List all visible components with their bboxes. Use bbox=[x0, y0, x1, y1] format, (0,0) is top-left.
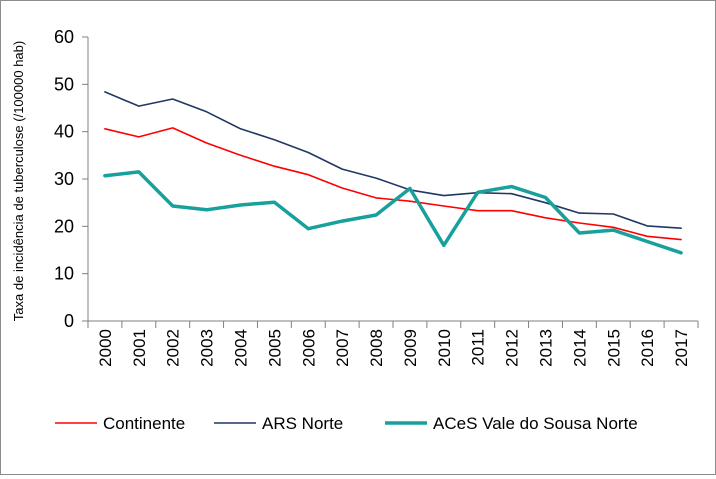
x-tick-label: 2017 bbox=[672, 329, 691, 367]
x-tick-label: 2011 bbox=[469, 329, 488, 366]
x-tick-label: 2001 bbox=[130, 329, 149, 367]
x-tick-label: 2016 bbox=[638, 329, 657, 367]
legend: Continente ARS Norte ACeS Vale do Sousa No… bbox=[55, 414, 638, 433]
x-tick-label: 2006 bbox=[299, 329, 318, 367]
x-tick-label: 2012 bbox=[503, 329, 522, 367]
y-tick-label: 0 bbox=[64, 311, 74, 331]
axes: 0 10 20 30 40 50 60 2000 2001 2002 2003 2004 2005 200… bbox=[54, 27, 699, 367]
y-tick-label: 30 bbox=[54, 169, 74, 189]
y-tick-label: 40 bbox=[54, 122, 74, 142]
y-tick-label: 20 bbox=[54, 216, 74, 236]
y-axis-label: Taxa de incidência de tuberculose (/1000… bbox=[11, 41, 26, 321]
series-line-ars-norte bbox=[104, 91, 682, 229]
x-tick-label: 2005 bbox=[265, 329, 284, 367]
x-tick-label: 2008 bbox=[367, 329, 386, 367]
x-tick-label: 2000 bbox=[96, 329, 115, 367]
x-tick-label: 2003 bbox=[198, 329, 217, 367]
x-tick-label: 2007 bbox=[333, 329, 352, 367]
x-tick-label: 2014 bbox=[570, 329, 589, 367]
legend-label: ACeS Vale do Sousa Norte bbox=[433, 414, 638, 433]
y-tick-label: 60 bbox=[54, 27, 74, 47]
y-tick-label: 50 bbox=[54, 74, 74, 94]
legend-label: ARS Norte bbox=[262, 414, 343, 433]
x-tick-label: 2009 bbox=[401, 329, 420, 367]
x-tick-label: 2015 bbox=[604, 329, 623, 367]
x-tick-label: 2013 bbox=[537, 329, 556, 367]
y-tick-label: 10 bbox=[54, 264, 74, 284]
series-line-aces-vale-do-sousa-norte bbox=[103, 170, 683, 255]
x-tick-label: 2002 bbox=[164, 329, 183, 367]
series-layer bbox=[103, 91, 683, 255]
x-tick-label: 2010 bbox=[435, 329, 454, 367]
legend-label: Continente bbox=[103, 414, 185, 433]
x-tick-label: 2004 bbox=[232, 329, 251, 367]
